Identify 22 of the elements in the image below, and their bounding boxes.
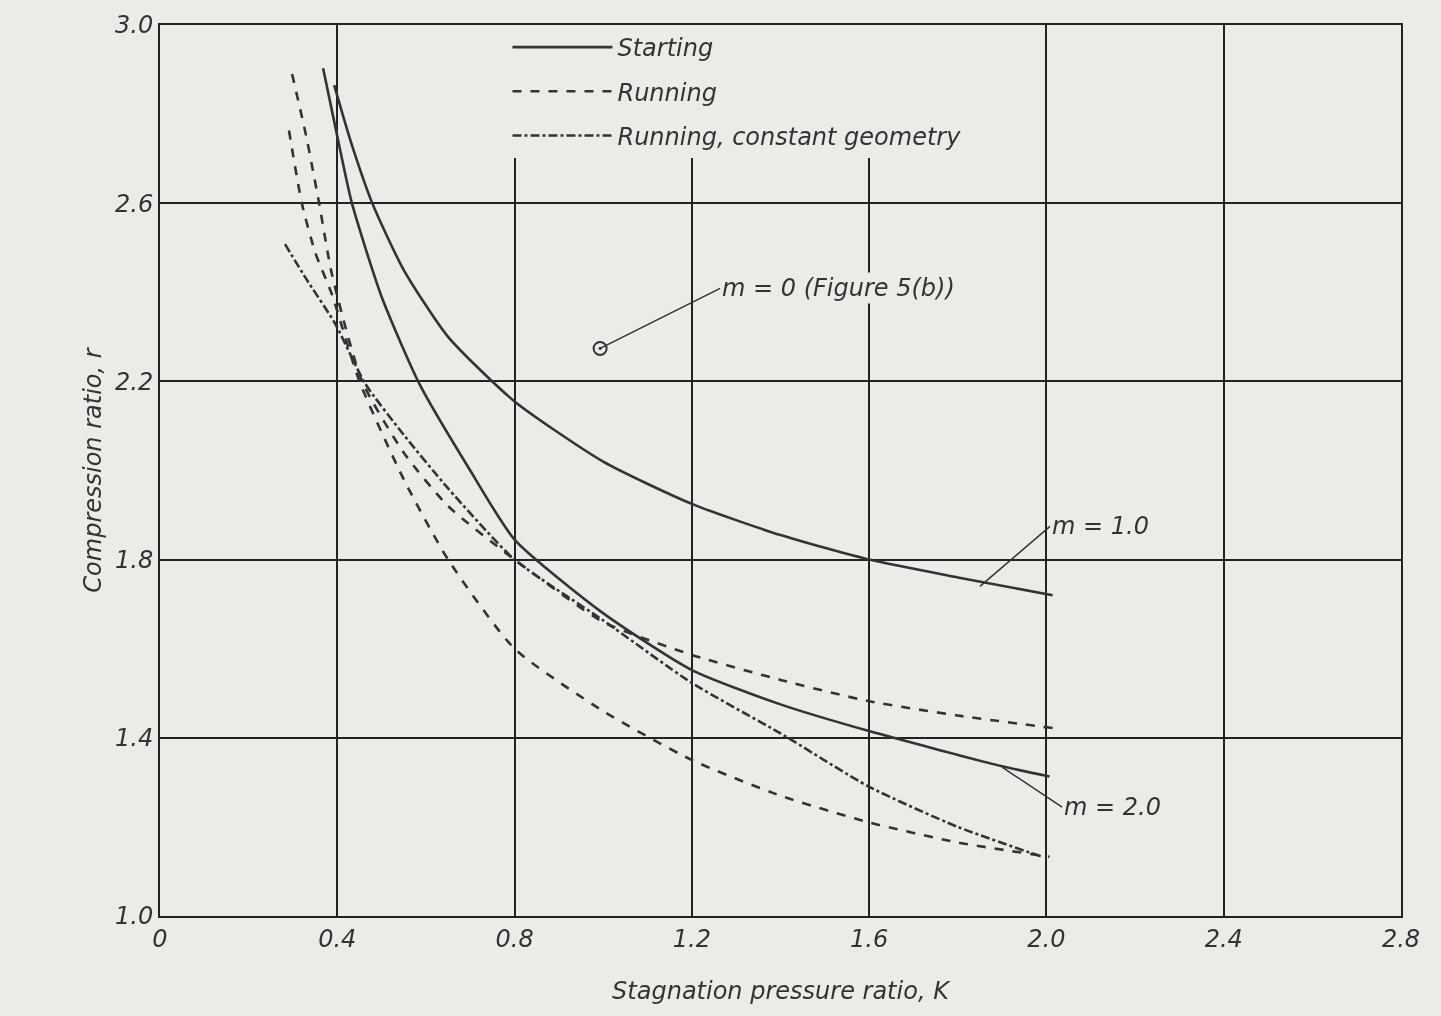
y-tick-label: 2.2 — [115, 367, 154, 396]
annotation: m = 1.0 — [1052, 512, 1149, 540]
x-axis-title: Stagnation pressure ratio, K — [612, 977, 952, 1005]
x-tick-label: 2.4 — [1204, 924, 1243, 953]
y-tick-label: 3.0 — [115, 11, 154, 40]
y-tick-label: 1.4 — [115, 724, 154, 753]
y-tick-label: 1.0 — [115, 902, 154, 931]
legend-label: Running — [617, 78, 717, 107]
x-tick-label: 0 — [152, 924, 168, 953]
x-tick-label: 0.4 — [318, 924, 357, 953]
annotation: m = 2.0 — [1064, 793, 1161, 821]
legend-label: Running, constant geometry — [617, 122, 962, 151]
y-axis-title: Compression ratio, r — [79, 346, 107, 593]
legend-label: Starting — [617, 34, 714, 63]
x-tick-label: 1.6 — [850, 924, 889, 953]
x-tick-label: 1.2 — [672, 924, 711, 953]
annotation: m = 0 (Figure 5(b)) — [722, 274, 955, 302]
y-tick-label: 2.6 — [115, 189, 154, 218]
x-tick-label: 2.8 — [1381, 924, 1421, 953]
x-tick-label: 0.8 — [495, 924, 534, 953]
y-tick-label: 1.8 — [115, 546, 154, 574]
x-tick-label: 2.0 — [1027, 924, 1066, 953]
